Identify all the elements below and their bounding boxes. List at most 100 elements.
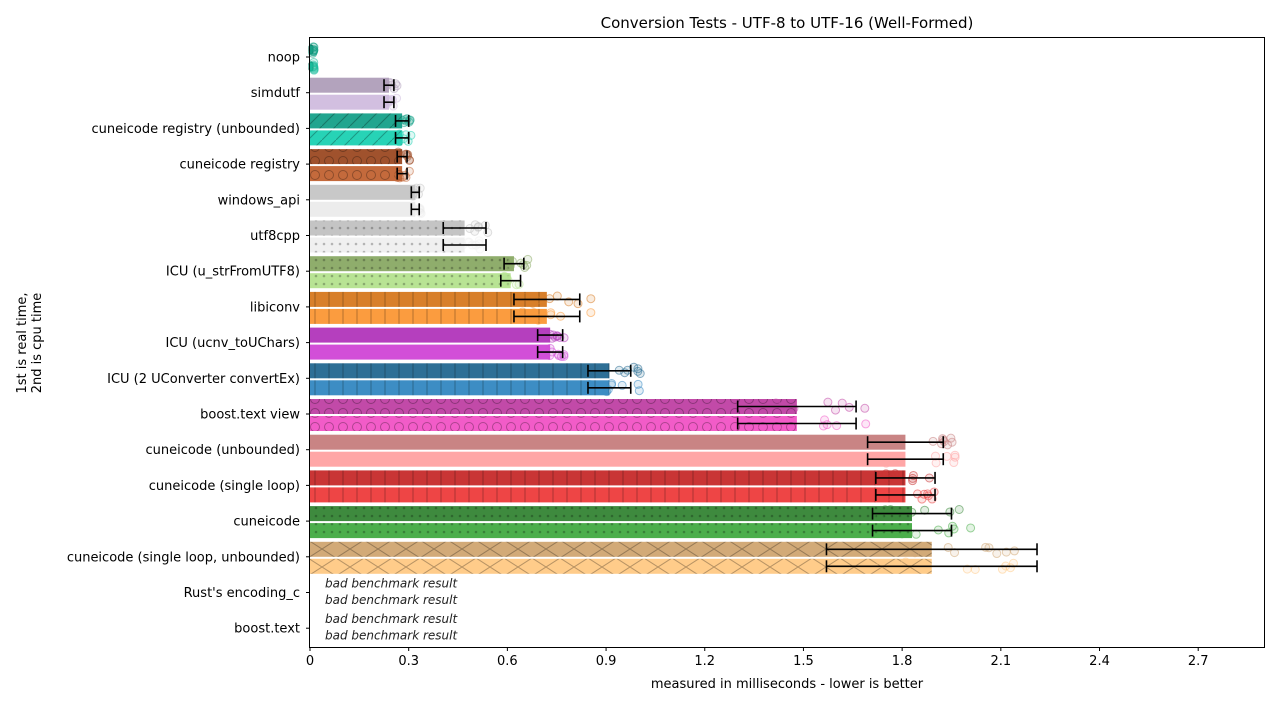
sample-point-icu-ucnv-touchars-real [552, 331, 562, 341]
error-bar-boost-text-view-cpu [736, 417, 857, 430]
sample-point-cuneicode-real [874, 512, 884, 522]
sample-point-utf8cpp-real [454, 221, 464, 231]
sample-point-cuneicode-single-loop-real [883, 474, 893, 484]
sample-point-libiconv-cpu [517, 307, 527, 317]
y-tick-label-icu-u-strfromutf8: ICU (u_strFromUTF8) [166, 265, 300, 280]
x-tick-label: 0.6 [497, 654, 518, 669]
y-tick-label-cuneicode-single-loop-unbounded: cuneicode (single loop, unbounded) [67, 550, 300, 565]
sample-point-libiconv-real [586, 294, 596, 304]
x-tick-label: 0.3 [398, 654, 419, 669]
error-bar-icu-2-uconverter-convertex-cpu [587, 381, 632, 394]
sample-point-boost-text-view-real [789, 403, 799, 413]
sample-point-cuneicode-cpu [966, 523, 976, 533]
sample-point-cuneicode-real [954, 504, 964, 514]
bar-hatch-utf8cpp-cpu [310, 237, 465, 253]
bar-hatch-icu-u-strfromutf8-real [310, 256, 514, 272]
sample-point-libiconv-real [532, 295, 542, 305]
bar-hatch-cuneicode-cpu [310, 523, 913, 539]
sample-point-cuneicode-cpu [877, 523, 887, 533]
y-tick-label-cuneicode-unbounded: cuneicode (unbounded) [145, 443, 300, 458]
sample-point-cuneicode-registry-real [393, 147, 403, 157]
y-axis-label-line-2: 2nd is cpu time [30, 293, 45, 394]
error-bar-cuneicode-unbounded-real [866, 436, 945, 449]
error-bar-icu-ucnv-touchars-real [536, 329, 564, 342]
error-bar-cuneicode-real [871, 507, 953, 520]
error-bar-cuneicode-single-loop-cpu [875, 488, 936, 501]
sample-point-cuneicode-single-loop-unbounded-cpu [970, 564, 980, 574]
bar-hatch-cuneicode-single-loop-unbounded-real [310, 541, 932, 557]
error-bar-windows-api-real [410, 186, 421, 199]
y-tick-label-boost-text-view: boost.text view [200, 408, 300, 423]
sample-point-cuneicode-single-loop-unbounded-cpu [1008, 558, 1018, 568]
error-bar-icu-u-strfromutf8-real [503, 257, 525, 270]
bar-simdutf-cpu [310, 94, 389, 110]
error-bar-utf8cpp-real [442, 222, 487, 234]
chart-title: Conversion Tests - UTF-8 to UTF-16 (Well… [601, 14, 974, 32]
bar-hatch-boost-text-view-cpu [310, 416, 797, 431]
error-bar-cuneicode-registry-real [396, 150, 408, 163]
y-tick-label-cuneicode-registry: cuneicode registry [179, 158, 300, 173]
sample-point-icu-2-uconverter-convertex-cpu [607, 378, 617, 388]
bar-cuneicode-unbounded-real [310, 434, 906, 450]
sample-point-cuneicode-registry-unbounded-real [397, 115, 407, 125]
sample-point-cuneicode-real [945, 507, 955, 517]
bar-simdutf-real [310, 77, 389, 93]
sample-point-cuneicode-single-loop-unbounded-real [992, 549, 1002, 559]
bar-hatch-utf8cpp-real [310, 220, 465, 236]
y-axis-label-line-1: 1st is real time, [15, 292, 30, 393]
y-tick-label-utf8cpp: utf8cpp [250, 229, 300, 244]
error-bar-cuneicode-cpu [871, 524, 953, 537]
x-tick-label: 2.1 [990, 654, 1011, 669]
y-tick-label-boost-text: boost.text [234, 622, 300, 637]
y-tick-label-cuneicode-registry-unbounded: cuneicode registry (unbounded) [92, 122, 301, 137]
x-tick-label: 2.7 [1188, 654, 1209, 669]
sample-point-libiconv-real [573, 299, 583, 309]
error-bar-icu-2-uconverter-convertex-real [587, 364, 632, 377]
sample-point-boost-text-view-cpu [822, 420, 832, 430]
sample-point-libiconv-cpu [533, 315, 543, 325]
plot-area: bad benchmark result bad benchmark result… [308, 42, 1038, 643]
sample-point-cuneicode-real [907, 507, 917, 517]
y-tick-label-noop: noop [268, 51, 300, 66]
sample-point-cuneicode-real [893, 510, 903, 520]
error-bar-cuneicode-single-loop-real [875, 471, 936, 484]
sample-point-cuneicode-unbounded-real [943, 440, 953, 450]
sample-point-cuneicode-single-loop-cpu [929, 487, 939, 497]
bar-hatch-cuneicode-registry-unbounded-cpu [310, 130, 403, 146]
y-tick-label-cuneicode: cuneicode [233, 515, 300, 530]
bad-result-boost-text-2: bad benchmark result [325, 629, 458, 643]
y-axis: noop simdutf cuneicode registry (unbounded… [67, 51, 310, 637]
bar-hatch-cuneicode-single-loop-real [310, 470, 906, 486]
bar-hatch-icu-u-strfromutf8-cpu [310, 273, 511, 289]
error-bar-simdutf-real [383, 79, 395, 92]
sample-point-icu-2-uconverter-convertex-real [633, 364, 643, 374]
sample-point-windows-api-real [415, 183, 425, 193]
bar-hatch-libiconv-real [310, 291, 547, 307]
sample-point-cuneicode-single-loop-unbounded-real [1009, 546, 1019, 556]
sample-point-cuneicode-unbounded-cpu [949, 458, 959, 468]
error-bar-cuneicode-registry-unbounded-real [394, 114, 410, 127]
sample-point-cuneicode-real [886, 505, 896, 515]
bar-windows-api-real [310, 184, 416, 200]
sample-point-cuneicode-single-loop-cpu [913, 489, 923, 499]
error-bar-cuneicode-single-loop-unbounded-cpu [825, 560, 1038, 573]
x-tick-label: 1.2 [694, 654, 715, 669]
y-tick-label-icu-2-uconverter-convertex: ICU (2 UConverter convertEx) [107, 372, 300, 387]
bar-hatch-icu-2-uconverter-convertex-real [310, 363, 610, 379]
error-bar-libiconv-real [513, 293, 581, 306]
sample-point-cuneicode-single-loop-unbounded-real [984, 543, 994, 553]
bar-hatch-icu-2-uconverter-convertex-cpu [310, 380, 610, 396]
sample-point-boost-text-view-real [844, 402, 854, 412]
y-tick-label-libiconv: libiconv [250, 300, 300, 315]
y-tick-label-windows-api: windows_api [218, 193, 300, 208]
bar-icu-ucnv-touchars-cpu [310, 344, 551, 360]
error-bar-cuneicode-registry-cpu [396, 167, 408, 180]
x-tick-label: 1.5 [793, 654, 814, 669]
sample-point-cuneicode-cpu [911, 529, 921, 539]
sample-point-icu-2-uconverter-convertex-cpu [633, 379, 643, 389]
x-tick-label: 1.8 [892, 654, 913, 669]
bar-hatch-cuneicode-registry-real [310, 149, 403, 165]
y-axis-label: 1st is real time, 2nd is cpu time [15, 292, 45, 393]
sample-point-boost-text-view-real [860, 403, 870, 413]
